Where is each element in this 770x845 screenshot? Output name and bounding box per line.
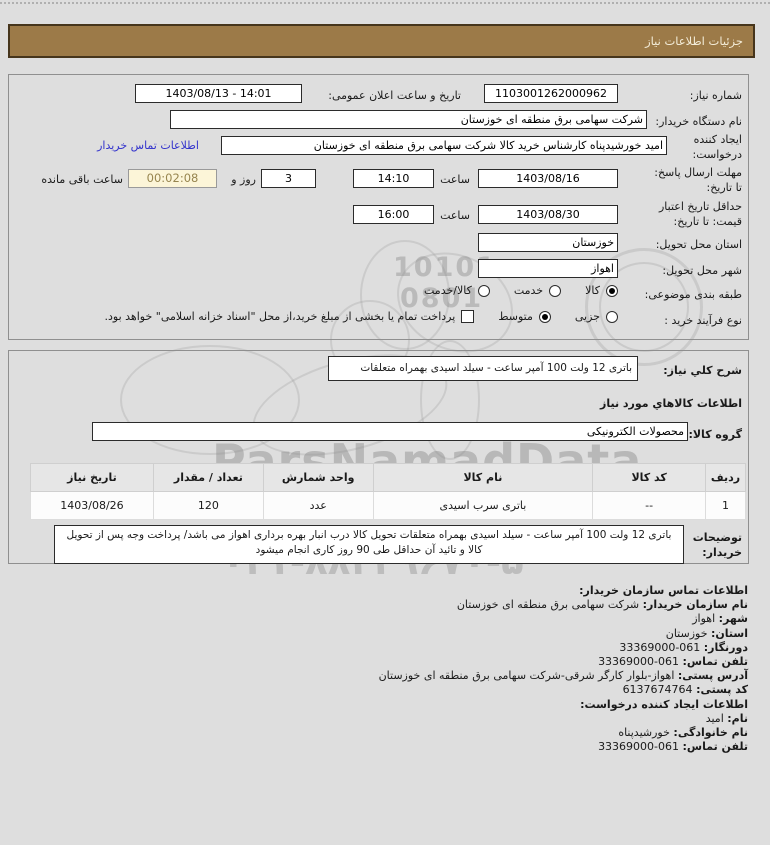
contact-row: نام سازمان خریدار: شرکت سهامی برق منطقه … [456,598,748,612]
col-quantity: تعداد / مقدار [152,463,264,492]
page-title-bar: جزئیات اطلاعات نیاز [8,24,755,58]
contact-row: دورنگار: 33369000-061 [619,640,748,654]
price-validity-label: حداقل تاریخ اعتبار قیمت: تا تاریخ: [658,200,742,228]
need-description-box: باتری 12 ولت 100 آمپر ساعت - سیلد اسیدی … [328,356,638,381]
price-validity-time-input[interactable] [353,205,434,224]
need-info-panel: شماره نیاز: تاریخ و ساعت اعلان عمومی: نا… [8,74,749,340]
radio-service-label: خدمت [513,284,544,297]
remaining-days-input[interactable] [261,169,316,188]
need-description-label: شرح کلي نیاز: [663,364,742,377]
contact-row: تلفن تماس: 33369000-061 [598,655,748,669]
price-hour-label: ساعت [440,209,470,222]
radio-goods-service-label: کالا/خدمت [424,284,472,297]
contact-row: شهر: اهواز [692,612,748,626]
contact-row: نام: امید [705,711,748,725]
contact-row: استان: خوزستان [665,626,748,640]
radio-service[interactable] [549,284,562,297]
subject-category-options: کالا خدمت کالا/خدمت [424,284,618,297]
cell-quantity: 120 [152,491,264,520]
buyer-org-label: نام دستگاه خریدار: [655,115,742,128]
radio-goods-label: کالا [585,284,600,297]
cell-need-date: 1403/08/26 [30,491,154,520]
delivery-province-input[interactable] [478,233,618,252]
price-validity-date-input[interactable] [478,205,618,224]
delivery-city-label: شهر محل تحویل: [662,264,742,277]
contact-row: آدرس پستی: اهواز-بلوار کارگر شرقی-شرکت س… [378,669,748,683]
delivery-city-input[interactable] [478,259,618,278]
col-need-date: تاریخ نیاز [30,463,154,492]
days-and-label: روز و [231,173,256,186]
creator-input[interactable] [221,136,667,155]
countdown-timer: 00:02:08 [128,169,217,188]
item-group-label: گروه کالا: [688,428,742,441]
contact-row: تلفن تماس: 33369000-061 [598,740,748,754]
page-title: جزئیات اطلاعات نیاز [645,34,743,48]
items-table-header-row: ردیف کد کالا نام کالا واحد شمارش تعداد /… [30,463,746,492]
hours-remaining-label: ساعت باقی مانده [41,173,123,186]
contact-row: نام خانوادگی: خورشیدپناه [618,726,748,740]
radio-goods[interactable] [606,284,618,297]
cell-item-code: -- [592,491,707,520]
items-table: ردیف کد کالا نام کالا واحد شمارش تعداد /… [30,463,746,520]
buyer-contact-link[interactable]: اطلاعات تماس خریدار [97,139,199,152]
radio-goods-service[interactable] [477,284,490,297]
table-row: 1 -- باتری سرب اسیدی عدد 120 1403/08/26 [30,491,746,520]
buyer-notes-label: توضیحات خریدار: [692,531,742,559]
deadline-label: مهلت ارسال پاسخ: تا تاریخ: [654,166,742,194]
col-row-number: ردیف [705,463,746,492]
deadline-time-input[interactable] [353,169,434,188]
request-creator-heading: اطلاعات ایجاد کننده درخواست: [580,697,748,711]
publish-datetime-label: تاریخ و ساعت اعلان عمومی: [328,89,461,102]
col-item-code: کد کالا [592,463,707,492]
creator-label: ایجاد کننده درخواست: [692,133,742,161]
item-group-input[interactable] [92,422,688,441]
treasury-checkbox[interactable] [461,310,475,323]
radio-minor[interactable] [606,310,618,323]
col-unit: واحد شمارش [262,463,374,492]
radio-minor-label: جزیی [574,310,600,323]
treasury-checkbox-label: پرداخت تمام یا بخشی از مبلغ خرید،از محل … [104,310,456,323]
buyer-contact-heading: اطلاعات تماس سازمان خریدار: [579,584,748,597]
need-number-label: شماره نیاز: [689,89,742,102]
cell-item-name: باتری سرب اسیدی [372,491,594,520]
subject-category-label: طبقه بندی موضوعی: [644,288,742,301]
top-perforation [0,2,770,4]
cell-unit: عدد [262,491,374,520]
buyer-contact-section: اطلاعات تماس سازمان خریدار: نام سازمان خ… [379,584,748,754]
col-item-name: نام کالا [372,463,594,492]
contact-row: کد پستی: 6137674764 [622,683,748,697]
deadline-hour-label: ساعت [440,173,470,186]
delivery-province-label: استان محل تحویل: [655,238,742,251]
items-info-heading: اطلاعات کالاهاي مورد نیاز [600,397,742,410]
radio-medium[interactable] [538,310,551,323]
radio-medium-label: متوسط [498,310,533,323]
buyer-notes-box: باتری 12 ولت 100 آمپر ساعت - سیلد اسیدی … [54,525,684,564]
cell-row-number: 1 [705,491,746,520]
need-number-input[interactable] [484,84,618,103]
purchase-process-label: نوع فرآیند خرید : [664,314,742,327]
buyer-org-input[interactable] [170,110,647,129]
deadline-date-input[interactable] [478,169,618,188]
purchase-process-options: جزیی متوسط پرداخت تمام یا بخشی از مبلغ خ… [105,310,618,323]
publish-datetime-input[interactable] [135,84,302,103]
items-panel: شرح کلي نیاز: باتری 12 ولت 100 آمپر ساعت… [8,350,749,564]
